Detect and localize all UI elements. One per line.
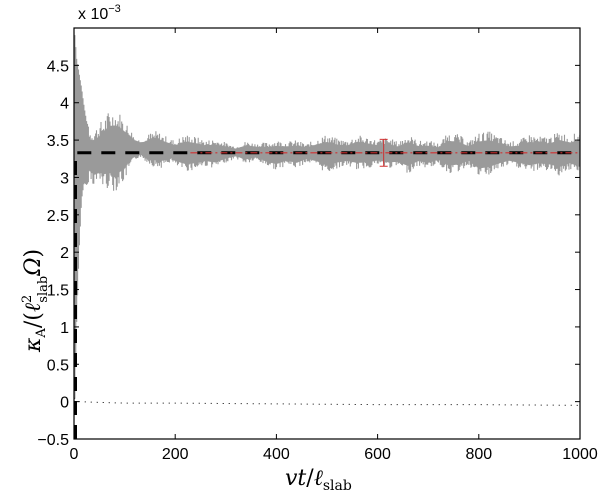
x-tick-labels: 0 200 400 600 800 1000 <box>70 446 598 463</box>
x-tick-label: 400 <box>263 446 290 463</box>
y-tick-label: 2 <box>60 245 69 262</box>
x-tick-label: 0 <box>70 446 79 463</box>
y-tick-labels: −0.5 0 0.5 1 1.5 2 2.5 3 3.5 4 4.5 <box>37 58 69 449</box>
y-multiplier-label: x 10−3 <box>78 3 121 23</box>
y-axis-label: κA/(ℓ2slabΩ) <box>20 249 51 353</box>
y-tick-label: 1.5 <box>47 283 69 300</box>
y-tick-label: 1 <box>60 320 69 337</box>
x-tick-label: 200 <box>162 446 189 463</box>
x-tick-label: 1000 <box>562 446 598 463</box>
oscillation-band <box>74 31 580 436</box>
y-tick-label: 2.5 <box>47 208 69 225</box>
theory-dashed-line <box>74 151 580 439</box>
y-tick-label: 3.5 <box>47 133 69 150</box>
x-tick-label: 600 <box>364 446 391 463</box>
axes-frame <box>73 27 581 440</box>
y-tick-label: 0.5 <box>47 357 69 374</box>
y-tick-label: 0 <box>60 395 69 412</box>
y-tick-label: 4.5 <box>47 58 69 75</box>
error-bar <box>379 138 388 167</box>
x-tick-label: 800 <box>465 446 492 463</box>
x-axis-label: vt/ℓslab <box>285 466 352 493</box>
y-tick-label: 3 <box>60 170 69 187</box>
y-tick-label: 4 <box>60 96 69 113</box>
y-tick-label: −0.5 <box>37 432 69 449</box>
axis-ticks <box>73 28 581 440</box>
plot-area <box>74 31 580 439</box>
near-zero-dotted-line <box>74 397 580 406</box>
